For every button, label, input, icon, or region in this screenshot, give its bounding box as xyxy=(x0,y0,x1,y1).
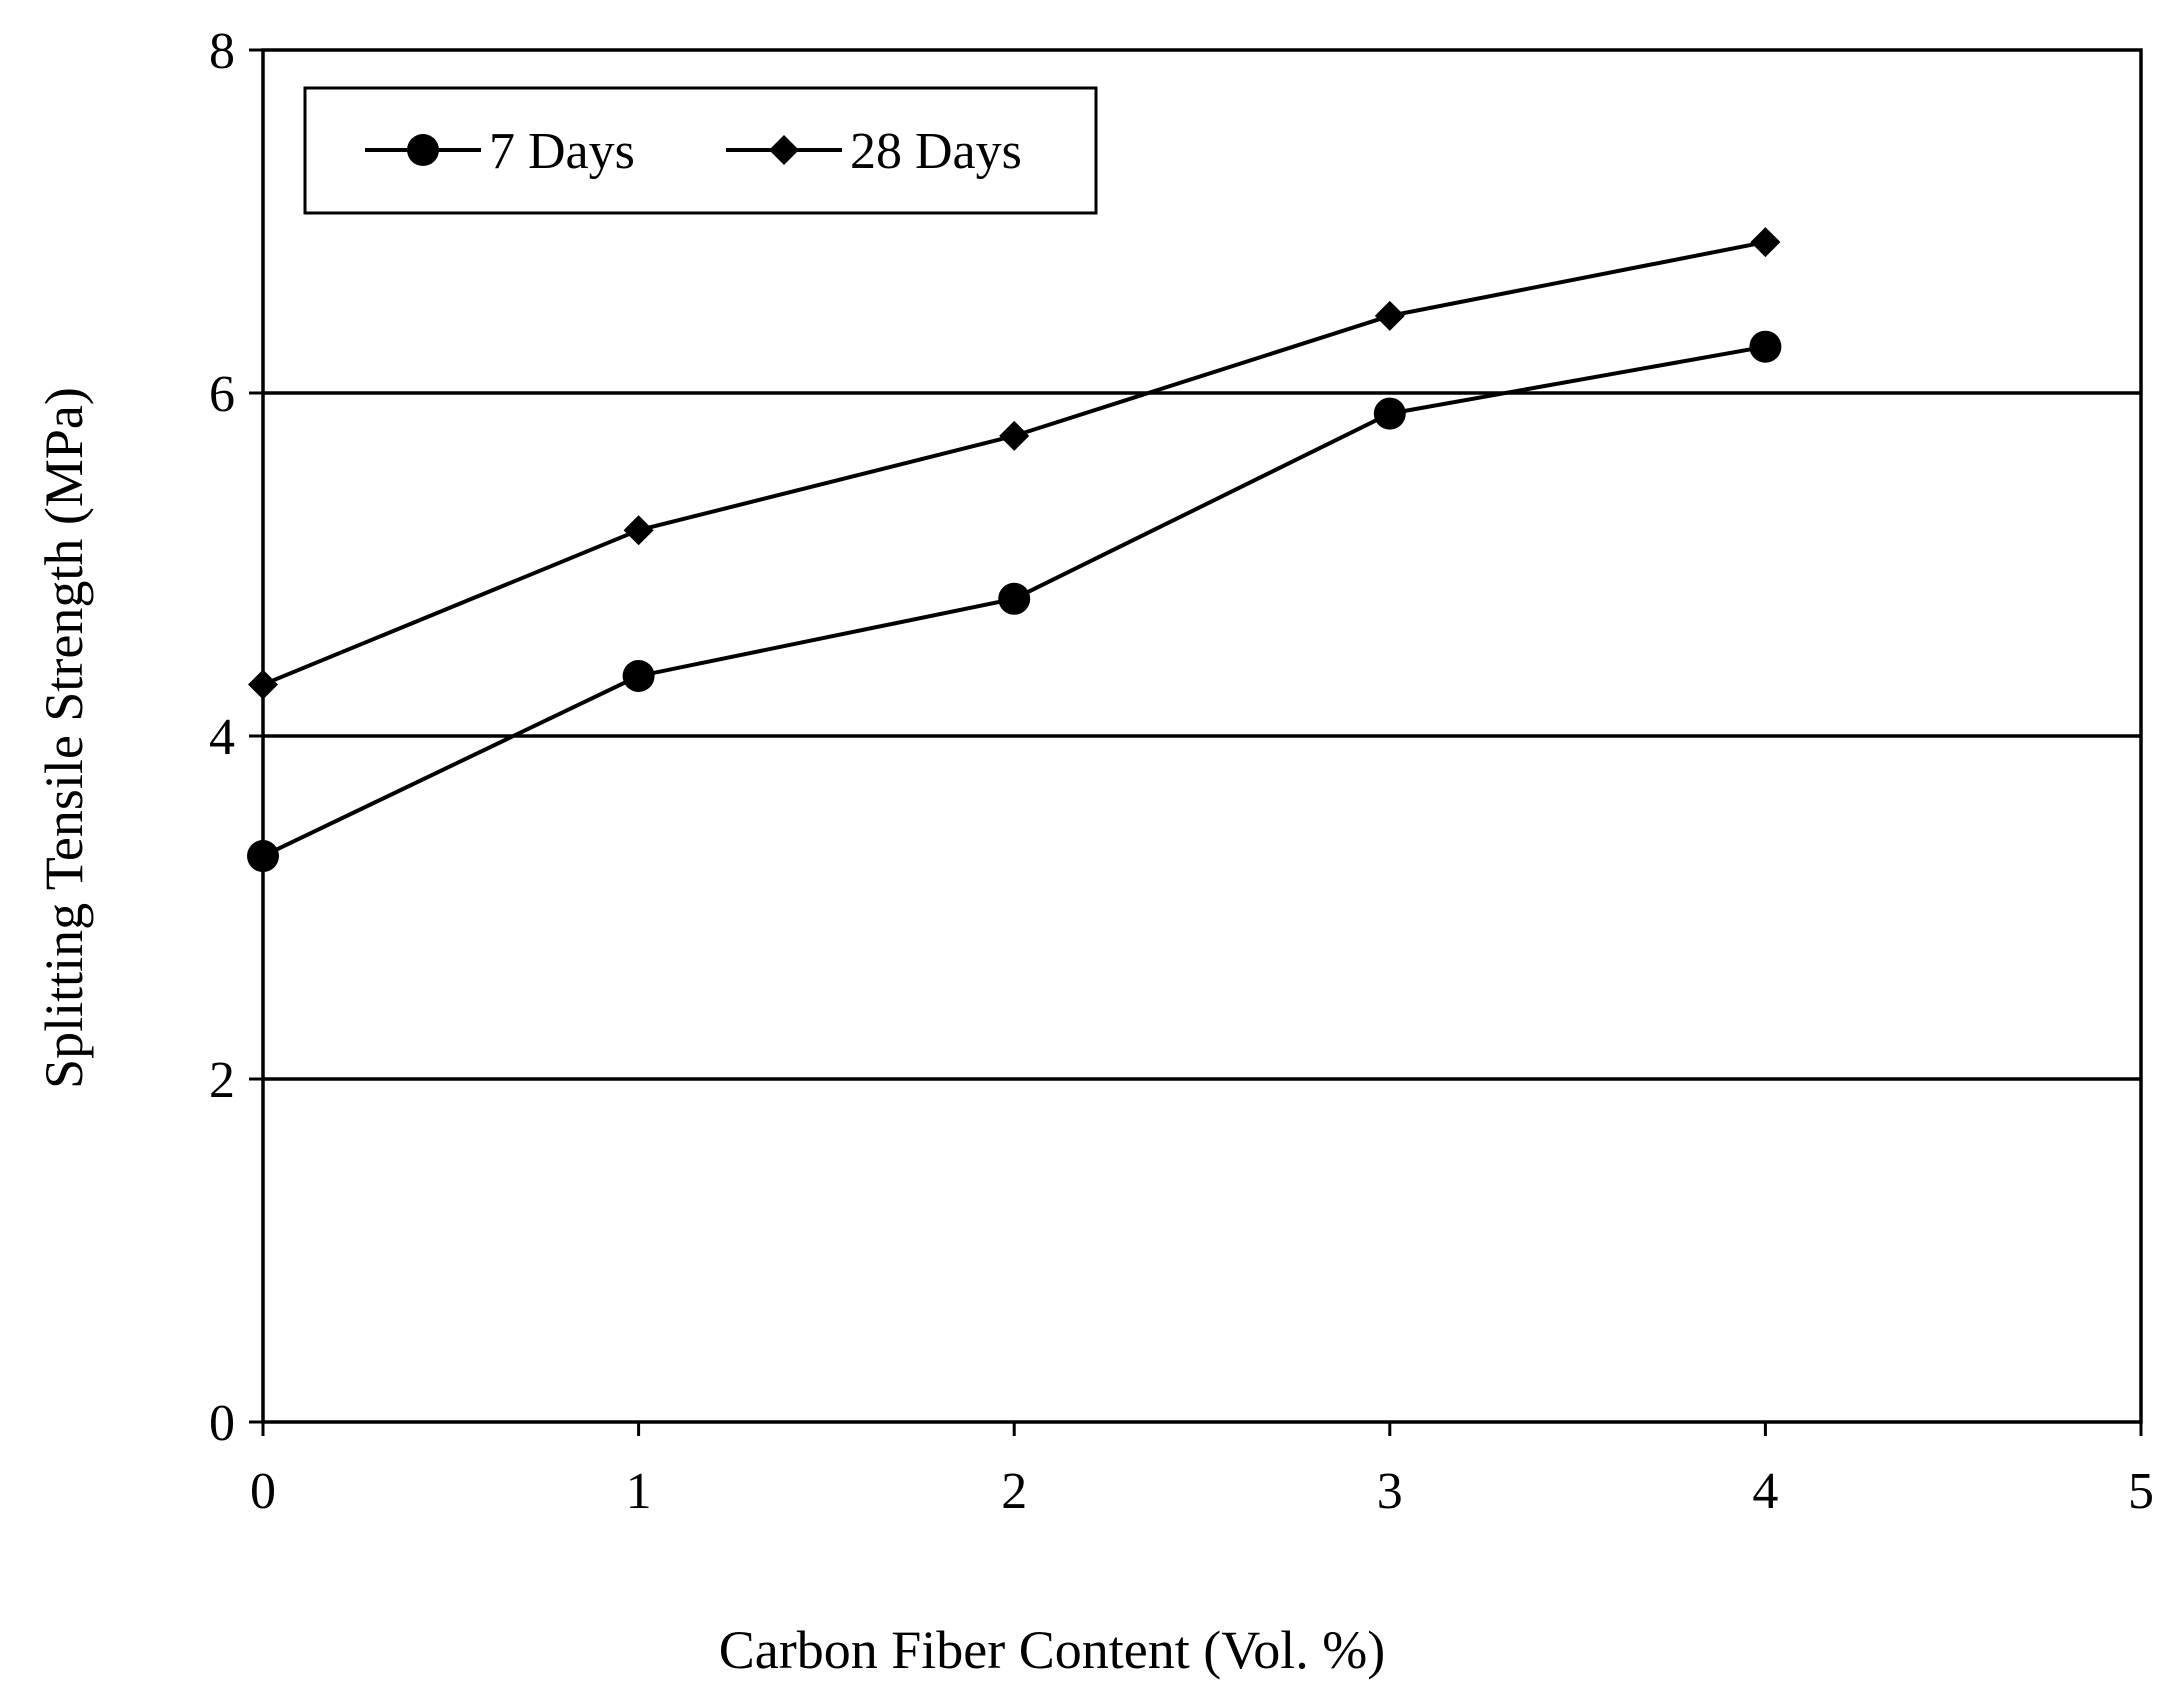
data-point-7-days xyxy=(1749,330,1782,363)
x-axis-title: Carbon Fiber Content (Vol. %) xyxy=(719,1620,1385,1680)
x-tick-label: 2 xyxy=(1001,1463,1027,1520)
grid-layer xyxy=(263,391,2141,1081)
series-layer xyxy=(247,227,1782,873)
data-point-7-days xyxy=(1373,397,1406,430)
data-point-28-days xyxy=(999,420,1030,451)
data-point-28-days xyxy=(623,515,654,546)
x-tick-label: 3 xyxy=(1377,1463,1403,1520)
data-point-28-days xyxy=(248,669,278,700)
legend-marker-7-days xyxy=(407,134,439,166)
legend: 7 Days 28 Days xyxy=(303,86,1098,215)
ticks-layer: 0 2 4 6 8 0 1 2 3 4 5 xyxy=(209,23,2154,1520)
x-tick-label: 4 xyxy=(1752,1463,1778,1520)
y-tick-label: 2 xyxy=(209,1052,235,1109)
data-point-7-days xyxy=(998,582,1031,615)
data-point-7-days xyxy=(622,659,655,692)
data-point-28-days xyxy=(1750,227,1781,258)
data-point-7-days xyxy=(247,840,279,873)
data-point-28-days xyxy=(1374,300,1405,331)
y-tick-label: 0 xyxy=(209,1395,235,1452)
y-tick-label: 4 xyxy=(209,709,235,766)
x-tick-label: 0 xyxy=(250,1463,276,1520)
x-tick-label: 5 xyxy=(2128,1463,2154,1520)
legend-label-7-days: 7 Days xyxy=(489,123,635,180)
legend-marker-28-days xyxy=(769,135,799,165)
legend-label-28-days: 28 Days xyxy=(850,123,1022,180)
x-tick-label: 1 xyxy=(626,1463,652,1520)
series-line-28-days xyxy=(262,240,1766,687)
y-axis-title: Splitting Tensile Strength (MPa) xyxy=(34,387,94,1089)
y-tick-label: 6 xyxy=(209,366,235,423)
y-tick-label: 8 xyxy=(209,23,235,80)
